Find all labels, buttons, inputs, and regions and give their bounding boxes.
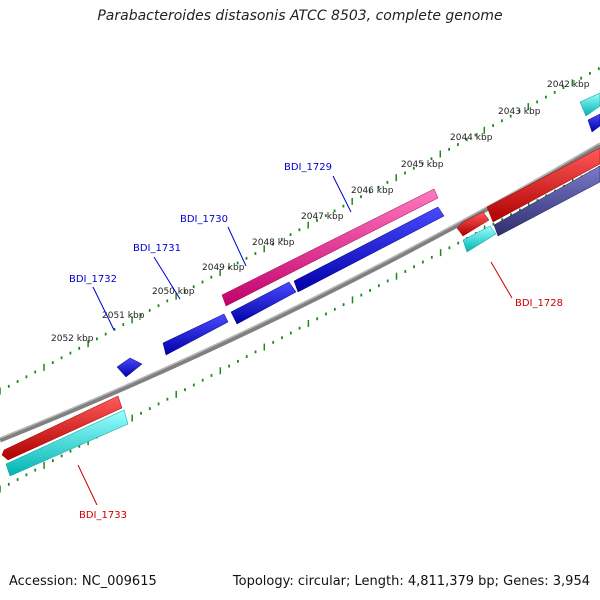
gene-BDI_1728-feature-cyan[interactable] [462,225,497,253]
outer-tick-track [0,67,600,395]
gene-label-BDI_1731[interactable]: BDI_1731 [133,243,181,254]
gene-label-BDI_1733[interactable]: BDI_1733 [79,510,127,521]
kbp-label: 2050 kbp [152,287,195,297]
kbp-label: 2042 kbp [547,80,590,90]
gene-BDI_1733-feature-cyan[interactable] [5,409,129,477]
gene-BDI_1730-feature[interactable] [230,206,445,325]
gene-BDI_1732-feature[interactable] [116,357,143,378]
leader-lines-blue [92,175,352,331]
gene-BDI_1741-feature-cyan[interactable] [579,92,600,117]
topology-text: Topology: circular; Length: 4,811,379 bp… [232,574,590,589]
genome-backbone-highlight [0,142,600,439]
kbp-label: 2046 kbp [351,186,394,196]
gene-BDI_1731-feature[interactable] [162,313,229,356]
page-title: Parabacteroides distasonis ATCC 8503, co… [97,8,503,24]
gene-label-BDI_1732[interactable]: BDI_1732 [69,274,117,285]
kbp-label: 2045 kbp [401,160,444,170]
gene-label-BDI_1729[interactable]: BDI_1729 [284,162,332,173]
kbp-label: 2048 kbp [252,238,295,248]
gene-BDI_1728-feature[interactable] [456,147,600,237]
kbp-label: 2044 kbp [450,133,493,143]
kbp-label-group: 2042 kbp 2043 kbp 2044 kbp 2045 kbp 2046… [51,80,590,344]
kbp-label: 2051 kbp [102,311,145,321]
kbp-label: 2049 kbp [202,263,245,273]
genome-backbone [0,142,600,443]
gene-BDI_1727-feature-slate[interactable] [493,165,600,237]
kbp-label: 2052 kbp [51,334,94,344]
kbp-label: 2043 kbp [498,107,541,117]
gene-BDI_1733-feature[interactable] [1,395,123,461]
gene-BDI_1729-feature[interactable] [221,188,439,307]
gene-label-BDI_1730[interactable]: BDI_1730 [180,214,228,225]
gene-label-BDI_1728[interactable]: BDI_1728 [515,298,563,309]
gene-BDI_1740-feature-blue[interactable] [587,113,600,133]
accession-text: Accession: NC_009615 [9,574,157,589]
leader-lines-red [77,261,513,506]
kbp-label: 2047 kbp [301,212,344,222]
inner-tick-track [0,166,600,493]
